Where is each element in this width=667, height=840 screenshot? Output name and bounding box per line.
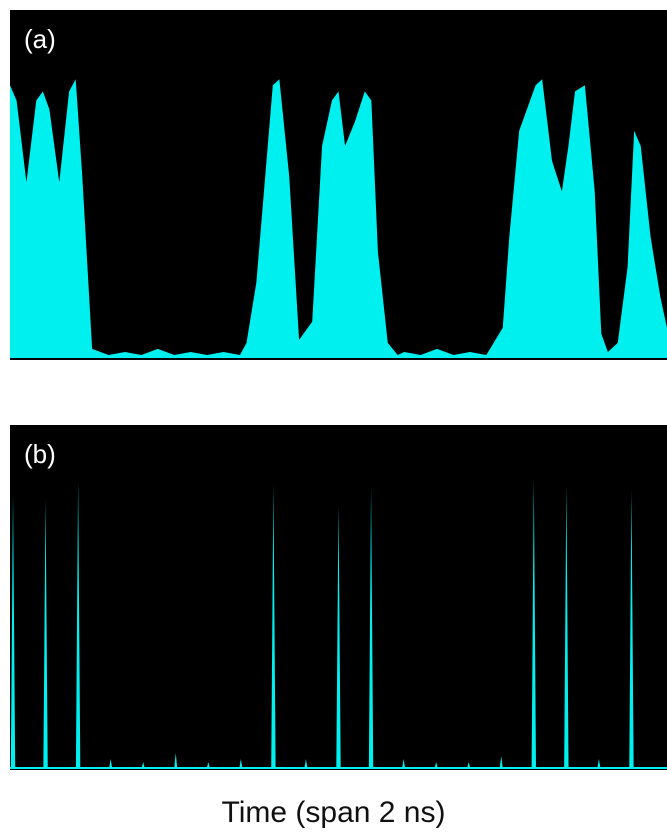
panel-b-pulse-2 xyxy=(75,481,81,768)
panel-a-trace-area xyxy=(10,79,667,359)
panel-b-pulse-15 xyxy=(499,756,503,768)
panel-b-pulse-8 xyxy=(271,484,276,768)
panel-b-pulse-4 xyxy=(141,762,145,768)
panel-b-pulse-14 xyxy=(467,762,471,768)
panel-b-plot xyxy=(10,478,667,769)
panel-b-pulse-0 xyxy=(10,493,16,768)
panel-b-pulse-16 xyxy=(531,478,536,768)
panel-b-label: (b) xyxy=(24,439,56,469)
panel-b-pulse-17 xyxy=(564,484,569,768)
panel-b-pulse-5 xyxy=(174,753,178,768)
x-axis-label: Time (span 2 ns) xyxy=(221,796,446,829)
panel-b-chart: (b) xyxy=(10,425,667,770)
panel-b-pulse-1 xyxy=(43,499,48,768)
panel-b-pulse-6 xyxy=(206,762,210,768)
panel-a-plot xyxy=(10,79,667,359)
panel-b-pulse-19 xyxy=(629,490,634,768)
panel-b-pulse-9 xyxy=(304,759,308,768)
panel-b-pulse-11 xyxy=(368,487,374,768)
panel-b-pulse-12 xyxy=(402,759,406,768)
panel-a-chart: (a) xyxy=(10,10,667,360)
panel-b-pulse-13 xyxy=(434,762,438,768)
panel-b-pulse-10 xyxy=(336,505,341,768)
panel-b-pulse-7 xyxy=(239,759,243,768)
panel-a-label: (a) xyxy=(24,24,56,54)
panel-b-pulse-18 xyxy=(597,759,601,768)
panel-b-pulse-3 xyxy=(109,759,113,768)
